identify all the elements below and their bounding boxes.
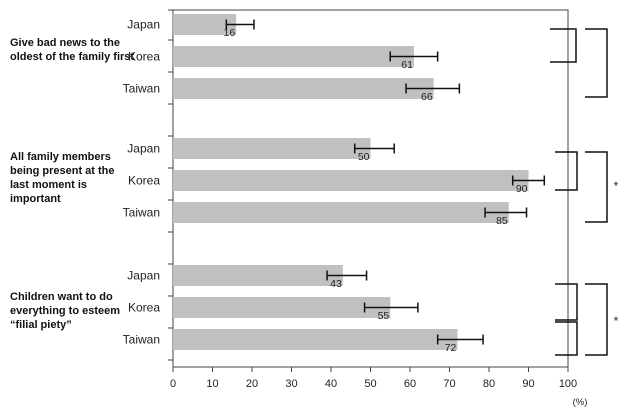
category-label: Japan bbox=[127, 269, 160, 283]
outer-bracket bbox=[585, 151, 608, 223]
bar bbox=[173, 14, 237, 35]
value-label: 55 bbox=[378, 310, 390, 322]
value-label: 66 bbox=[421, 91, 433, 103]
value-label: 43 bbox=[330, 278, 342, 290]
pair-bracket bbox=[550, 28, 577, 63]
bar bbox=[173, 265, 343, 286]
significance-marker: * bbox=[614, 179, 619, 193]
bar bbox=[173, 297, 391, 318]
bar bbox=[173, 138, 371, 159]
x-tick-label: 30 bbox=[285, 378, 297, 390]
category-label: Taiwan bbox=[123, 333, 160, 347]
category-label: Korea bbox=[128, 174, 160, 188]
x-tick-label: 100 bbox=[559, 378, 577, 390]
x-tick-label: 60 bbox=[404, 378, 416, 390]
value-label: 90 bbox=[516, 183, 528, 195]
pair-bracket bbox=[555, 321, 578, 356]
x-tick-label: 70 bbox=[443, 378, 455, 390]
significance-marker: * bbox=[614, 314, 619, 328]
category-label: Japan bbox=[127, 18, 160, 32]
bar bbox=[173, 78, 434, 99]
question-label-bad-news: Give bad news to the oldest of the famil… bbox=[10, 37, 135, 63]
bar bbox=[173, 46, 414, 67]
value-label: 16 bbox=[224, 27, 236, 39]
x-tick-label: 20 bbox=[246, 378, 258, 390]
value-label: 72 bbox=[445, 342, 457, 354]
value-label: 61 bbox=[401, 59, 413, 71]
x-tick-label: 10 bbox=[206, 378, 218, 390]
pair-bracket bbox=[555, 283, 578, 321]
category-label: Taiwan bbox=[123, 206, 160, 220]
x-axis-unit: (%) bbox=[573, 397, 588, 407]
category-label: Japan bbox=[127, 142, 160, 156]
bar bbox=[173, 202, 509, 223]
category-label: Korea bbox=[128, 50, 160, 64]
question-label-filial-piety: Children want to do everything to esteem… bbox=[10, 291, 121, 331]
x-tick-label: 50 bbox=[364, 378, 376, 390]
outer-bracket bbox=[585, 28, 608, 98]
bar bbox=[173, 170, 529, 191]
question-label-family-present: All family members being present at the … bbox=[10, 151, 115, 205]
category-label: Taiwan bbox=[123, 82, 160, 96]
value-label: 50 bbox=[358, 151, 370, 163]
x-tick-label: 80 bbox=[483, 378, 495, 390]
x-tick-label: 40 bbox=[325, 378, 337, 390]
pair-bracket bbox=[555, 151, 578, 191]
x-tick-label: 90 bbox=[522, 378, 534, 390]
bar bbox=[173, 329, 458, 350]
value-label: 85 bbox=[496, 215, 508, 227]
category-label: Korea bbox=[128, 301, 160, 315]
x-tick-label: 0 bbox=[170, 378, 176, 390]
outer-bracket bbox=[585, 283, 608, 356]
